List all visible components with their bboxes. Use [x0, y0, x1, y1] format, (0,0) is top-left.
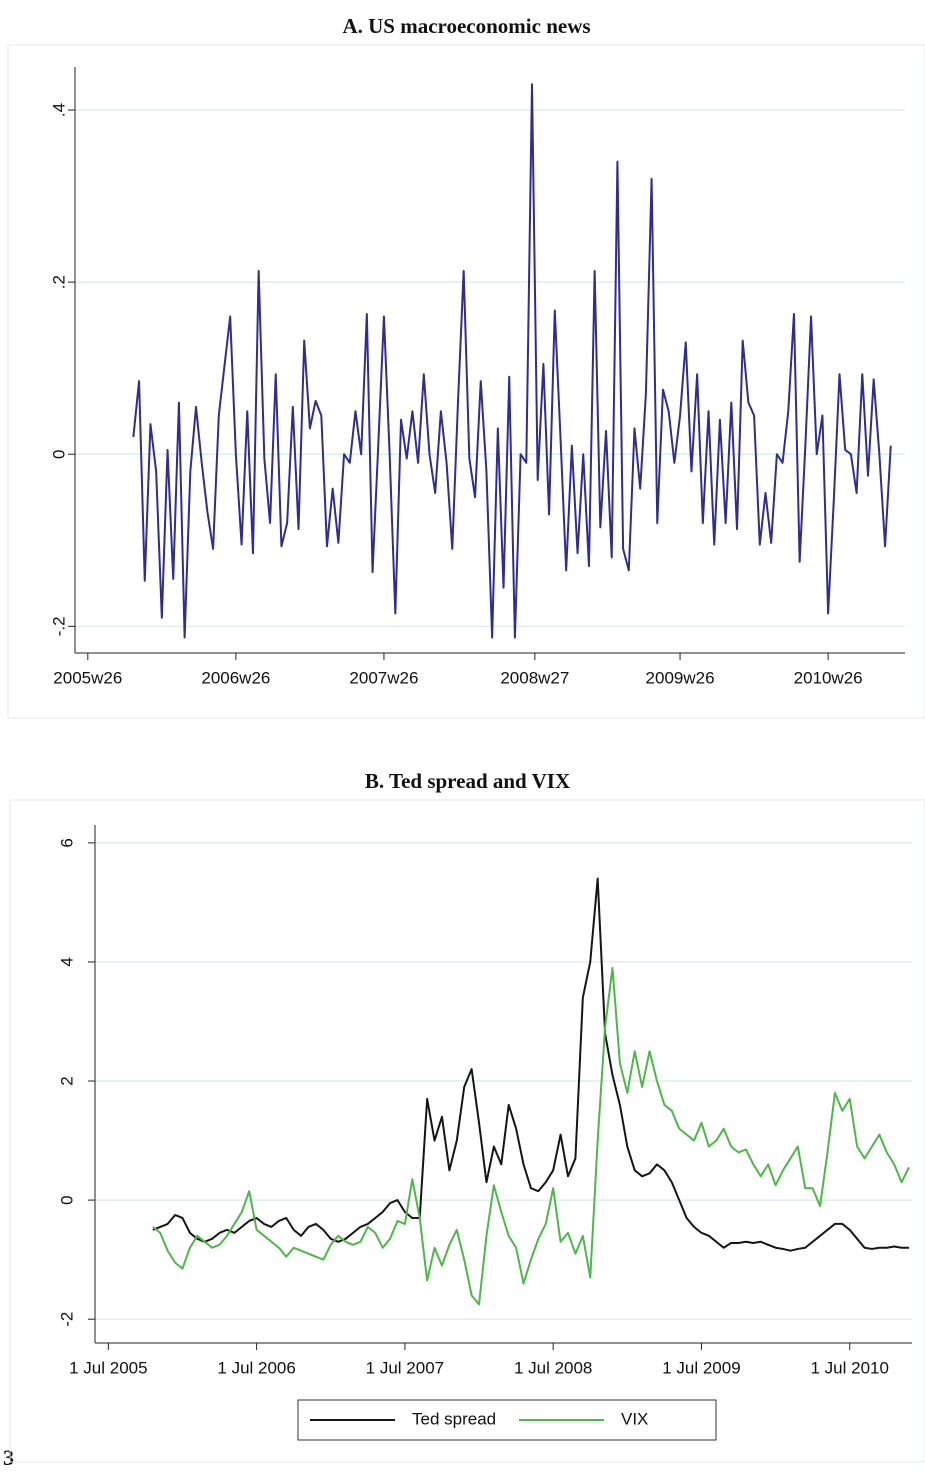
y-tick-label: .2: [49, 275, 68, 289]
series-line: [152, 877, 910, 1252]
legend-label: VIX: [621, 1409, 648, 1428]
y-tick-label: -.2: [49, 616, 68, 636]
legend-label: Ted spread: [412, 1409, 496, 1428]
panel-frame: [9, 799, 925, 1463]
x-tick-label: 2009w26: [646, 668, 715, 687]
x-tick-label: 1 Jul 2008: [514, 1358, 592, 1377]
panel-frame: [7, 44, 925, 719]
x-tick-label: 1 Jul 2010: [810, 1358, 888, 1377]
series-line: [152, 966, 910, 1306]
y-tick-label: 0: [49, 449, 68, 458]
series-line: [132, 83, 892, 639]
x-tick-label: 2007w26: [349, 668, 418, 687]
y-tick-label: 0: [57, 1195, 76, 1204]
page-number: 3: [3, 1445, 14, 1467]
x-tick-label: 2006w26: [201, 668, 270, 687]
y-tick-label: 6: [57, 838, 76, 847]
x-tick-label: 2008w27: [500, 668, 569, 687]
x-tick-label: 1 Jul 2005: [69, 1358, 147, 1377]
x-tick-label: 1 Jul 2009: [662, 1358, 740, 1377]
x-tick-label: 1 Jul 2006: [217, 1358, 295, 1377]
chart-title: B. Ted spread and VIX: [365, 769, 570, 793]
chart-title: A. US macroeconomic news: [342, 14, 590, 38]
y-tick-label: .4: [49, 103, 68, 117]
x-tick-label: 1 Jul 2007: [366, 1358, 444, 1377]
x-tick-label: 2005w26: [53, 668, 122, 687]
y-tick-label: 2: [57, 1076, 76, 1085]
y-tick-label: -2: [57, 1312, 76, 1327]
x-tick-label: 2010w26: [794, 668, 863, 687]
y-tick-label: 4: [57, 957, 76, 966]
